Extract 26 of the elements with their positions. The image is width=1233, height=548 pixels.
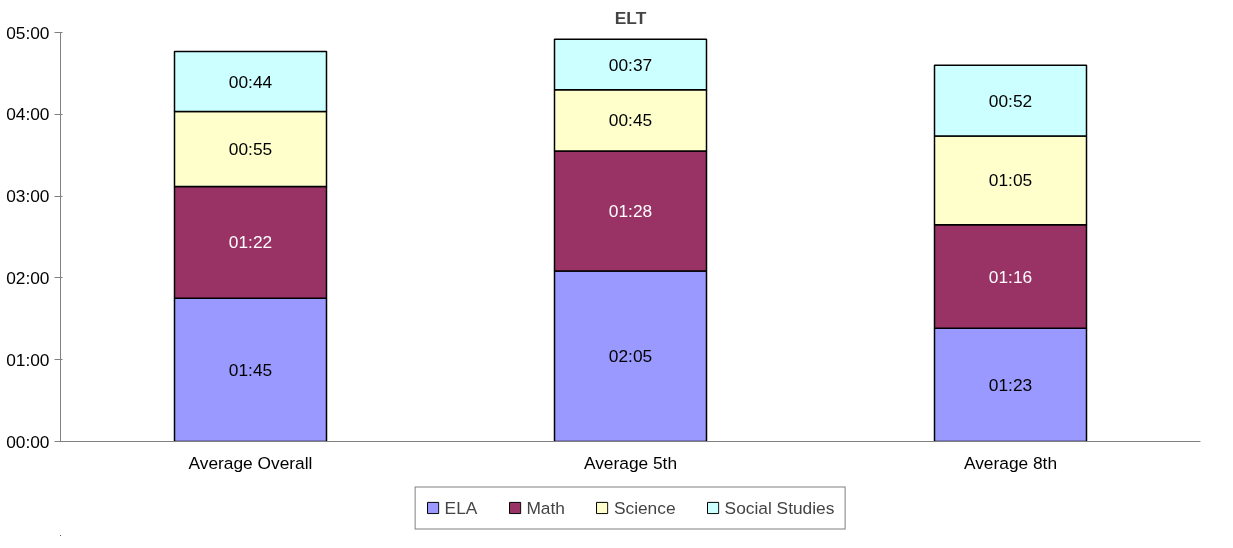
- y-tick-label: 05:00: [6, 22, 50, 43]
- data-label: 01:23: [988, 374, 1033, 395]
- legend-label: Science: [613, 497, 676, 518]
- y-tick-label: 00:00: [6, 431, 50, 452]
- chart-title: ELT: [614, 7, 647, 28]
- legend-label: ELA: [444, 497, 478, 518]
- legend-label: Math: [526, 497, 565, 518]
- data-label: 00:55: [228, 139, 273, 160]
- x-tick-label: Average Overall: [188, 452, 313, 473]
- data-label: 01:22: [228, 232, 273, 253]
- data-label: 00:45: [608, 110, 653, 131]
- data-label: 01:05: [988, 170, 1033, 191]
- data-label: 00:52: [988, 90, 1033, 111]
- y-tick-label: 03:00: [6, 186, 50, 207]
- x-tick-label: Average 5th: [583, 452, 678, 473]
- data-label: 00:37: [608, 54, 653, 75]
- y-tick-label: 04:00: [6, 104, 50, 125]
- data-label: 01:45: [228, 359, 273, 380]
- y-tick-label: 01:00: [6, 349, 50, 370]
- data-label: 01:16: [988, 266, 1033, 287]
- data-label: 00:44: [228, 71, 273, 92]
- legend-label: Social Studies: [724, 497, 835, 518]
- data-label: 02:05: [608, 346, 653, 367]
- y-tick-label: 02:00: [6, 267, 50, 288]
- x-tick-label: Average 8th: [963, 452, 1058, 473]
- data-label: 01:28: [608, 201, 653, 222]
